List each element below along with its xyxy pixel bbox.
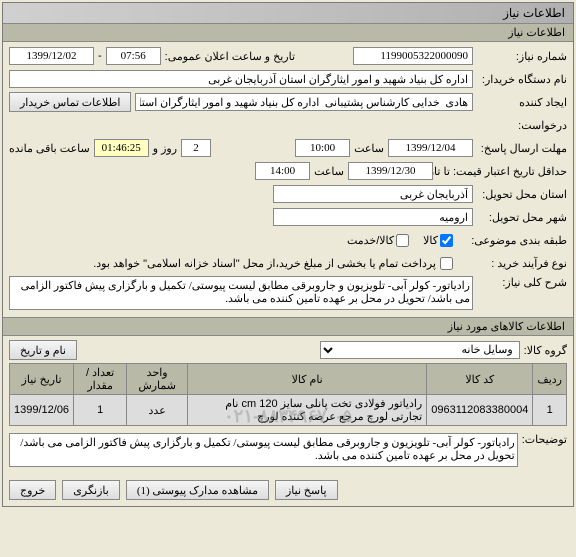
window-titlebar: اطلاعات نیاز — [3, 3, 573, 23]
lbl-mande: ساعت باقی مانده — [9, 142, 90, 155]
announce-time[interactable] — [106, 47, 161, 65]
kala-checkbox[interactable] — [440, 234, 453, 247]
main-desc-field[interactable]: رادیاتور- کولر آبی- تلویزیون و جاروبرقی … — [9, 276, 473, 310]
items-table: ردیف کد کالا نام کالا واحد شمارش تعداد /… — [9, 363, 567, 426]
remain-time — [94, 139, 149, 157]
lbl-khedmat: کالا/خدمت — [347, 234, 394, 247]
name-date-button[interactable]: نام و تاریخ — [9, 340, 77, 360]
lbl-announce: تاریخ و ساعت اعلان عمومی: — [165, 50, 295, 63]
window-title: اطلاعات نیاز — [503, 6, 565, 20]
refresh-button[interactable]: بازنگری — [62, 480, 120, 500]
lbl-buyer: نام دستگاه خریدار: — [477, 73, 567, 86]
creator-field[interactable] — [135, 93, 473, 111]
lbl-reply: مهلت ارسال پاسخ: — [477, 142, 567, 155]
form-general: شماره نیاز: تاریخ و ساعت اعلان عمومی: - … — [3, 42, 573, 317]
table-row[interactable]: 1 0963112083380004 رادیاتور فولادی تخت پ… — [10, 395, 567, 426]
lbl-validity: حداقل تاریخ اعتبار قیمت: تا تاریخ: — [437, 165, 567, 178]
footer-buttons: پاسخ نیاز مشاهده مدارک پیوستی (1) بازنگر… — [3, 474, 573, 506]
col-date: تاریخ نیاز — [10, 364, 74, 395]
validity-date[interactable] — [348, 162, 433, 180]
reply-time[interactable] — [295, 139, 350, 157]
province-field[interactable] — [273, 185, 473, 203]
col-qty: تعداد / مقدار — [74, 364, 127, 395]
process-checkbox[interactable] — [440, 257, 453, 270]
lbl-city: شهر محل تحویل: — [477, 211, 567, 224]
announce-date[interactable] — [9, 47, 94, 65]
need-no-field[interactable] — [353, 47, 473, 65]
form-items: گروه کالا: وسایل خانه نام و تاریخ ردیف ک… — [3, 336, 573, 474]
exit-button[interactable]: خروج — [9, 480, 56, 500]
attachments-button[interactable]: مشاهده مدارک پیوستی (1) — [126, 480, 269, 500]
validity-time[interactable] — [255, 162, 310, 180]
lbl-saat2: ساعت — [314, 165, 344, 178]
lbl-itemgroup: گروه کالا: — [524, 344, 567, 357]
lbl-saat1: ساعت — [354, 142, 384, 155]
lbl-partial: پرداخت تمام یا بخشی از مبلغ خرید،از محل … — [93, 257, 436, 270]
section-items: اطلاعات کالاهای مورد نیاز — [3, 317, 573, 336]
buyer-org-field[interactable] — [9, 70, 473, 88]
lbl-process: نوع فرآیند خرید : — [457, 257, 567, 270]
col-code: کد کالا — [427, 364, 533, 395]
khedmat-checkbox[interactable] — [396, 234, 409, 247]
notes-field[interactable]: رادیاتور- کولر آبی- تلویزیون و جاروبرقی … — [9, 433, 518, 467]
need-info-window: اطلاعات نیاز اطلاعات نیاز شماره نیاز: تا… — [2, 2, 574, 507]
remain-days — [181, 139, 211, 157]
col-unit: واحد شمارش — [127, 364, 188, 395]
col-name: نام کالا — [188, 364, 427, 395]
lbl-need-no: شماره نیاز: — [477, 50, 567, 63]
buyer-contact-button[interactable]: اطلاعات تماس خریدار — [9, 92, 131, 112]
lbl-kala: کالا — [423, 234, 438, 247]
lbl-maindesc: شرح کلی نیاز: — [477, 276, 567, 289]
reply-button[interactable]: پاسخ نیاز — [275, 480, 338, 500]
lbl-request: درخواست: — [477, 119, 567, 132]
lbl-creator: ایجاد کننده — [477, 96, 567, 109]
section-general: اطلاعات نیاز — [3, 23, 573, 42]
city-field[interactable] — [273, 208, 473, 226]
reply-date[interactable] — [388, 139, 473, 157]
lbl-notes: توضیحات: — [522, 433, 567, 446]
lbl-province: استان محل تحویل: — [477, 188, 567, 201]
lbl-roozva: روز و — [153, 142, 177, 155]
col-row: ردیف — [533, 364, 567, 395]
item-group-select[interactable]: وسایل خانه — [320, 341, 520, 359]
lbl-category: طبقه بندی موضوعی: — [457, 234, 567, 247]
